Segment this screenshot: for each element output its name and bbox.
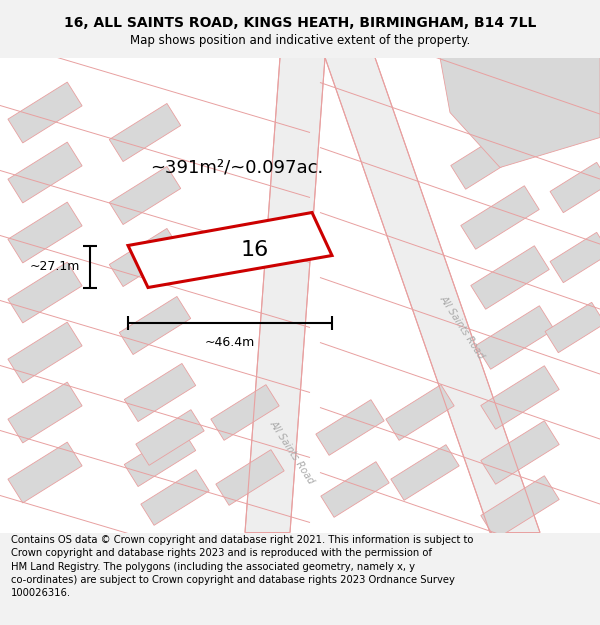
Text: 16, ALL SAINTS ROAD, KINGS HEATH, BIRMINGHAM, B14 7LL: 16, ALL SAINTS ROAD, KINGS HEATH, BIRMIN…: [64, 16, 536, 30]
Text: Contains OS data © Crown copyright and database right 2021. This information is : Contains OS data © Crown copyright and d…: [11, 535, 473, 598]
Polygon shape: [550, 92, 600, 142]
Polygon shape: [451, 126, 529, 189]
Polygon shape: [109, 166, 181, 224]
Polygon shape: [8, 442, 82, 503]
Text: Map shows position and indicative extent of the property.: Map shows position and indicative extent…: [130, 34, 470, 47]
Polygon shape: [550, 232, 600, 282]
Polygon shape: [0, 58, 600, 532]
Polygon shape: [109, 104, 181, 161]
Polygon shape: [124, 364, 196, 421]
Polygon shape: [211, 384, 279, 441]
Polygon shape: [325, 58, 540, 532]
Polygon shape: [451, 66, 529, 129]
Polygon shape: [245, 58, 325, 532]
Text: ~391m²/~0.097ac.: ~391m²/~0.097ac.: [150, 159, 323, 176]
Polygon shape: [109, 229, 181, 286]
Polygon shape: [8, 202, 82, 263]
Polygon shape: [440, 58, 600, 168]
Polygon shape: [386, 384, 454, 441]
Polygon shape: [8, 262, 82, 323]
Polygon shape: [8, 142, 82, 203]
Polygon shape: [461, 186, 539, 249]
Text: All Saints Road: All Saints Road: [268, 419, 316, 486]
Polygon shape: [321, 462, 389, 518]
Polygon shape: [481, 366, 559, 429]
Polygon shape: [476, 306, 554, 369]
Text: All Saints Road: All Saints Road: [438, 294, 486, 361]
Polygon shape: [316, 399, 384, 456]
Polygon shape: [124, 429, 196, 486]
Polygon shape: [471, 246, 549, 309]
Polygon shape: [8, 382, 82, 443]
Polygon shape: [8, 322, 82, 383]
Polygon shape: [136, 409, 204, 466]
Polygon shape: [481, 476, 559, 539]
Polygon shape: [216, 449, 284, 506]
Polygon shape: [141, 469, 209, 526]
Polygon shape: [128, 213, 332, 288]
Polygon shape: [8, 82, 82, 143]
Polygon shape: [391, 444, 459, 501]
Polygon shape: [545, 302, 600, 352]
Text: ~27.1m: ~27.1m: [29, 260, 80, 273]
Polygon shape: [481, 421, 559, 484]
Text: ~46.4m: ~46.4m: [205, 336, 255, 349]
Polygon shape: [119, 296, 191, 354]
Polygon shape: [550, 162, 600, 212]
Text: 16: 16: [241, 239, 269, 259]
